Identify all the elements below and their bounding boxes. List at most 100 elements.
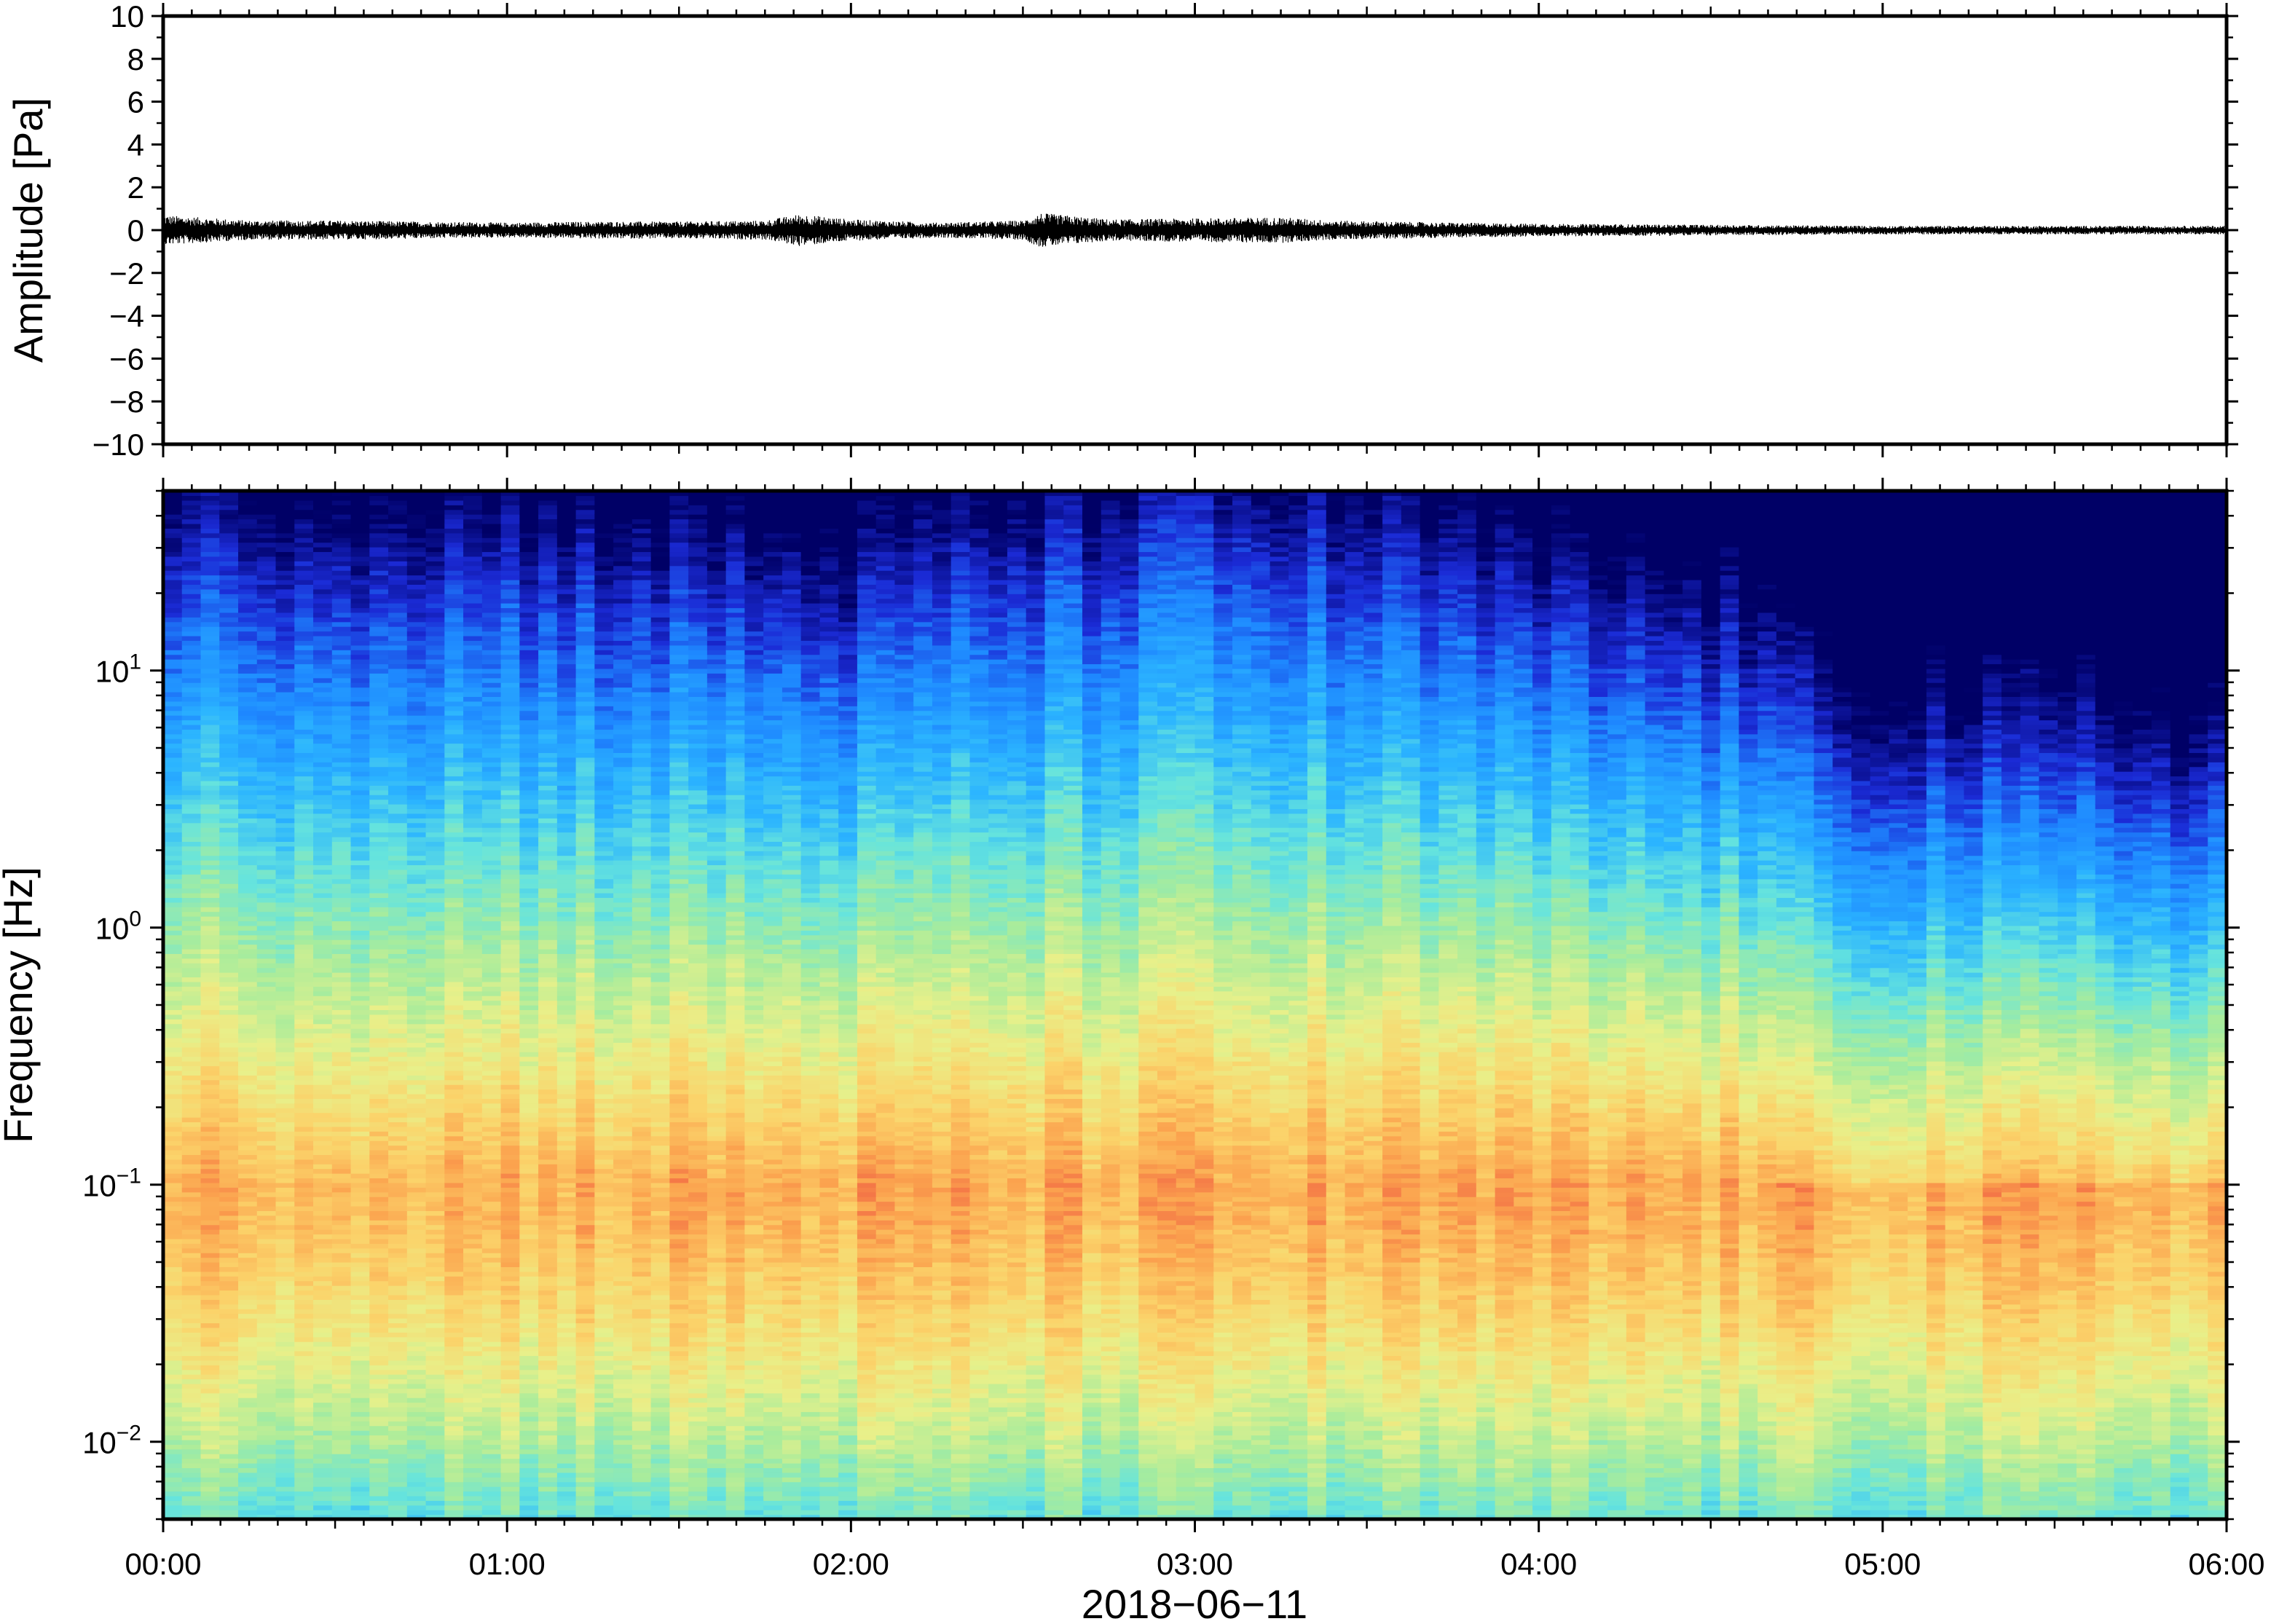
spectrogram-cell (332, 1140, 351, 1146)
spectrogram-cell (238, 1028, 257, 1033)
spectrogram-cell (294, 864, 313, 870)
spectrogram-cell (369, 771, 388, 776)
spectrogram-cell (276, 1084, 295, 1089)
spectrogram-cell (369, 939, 388, 945)
spectrogram-cell (407, 556, 426, 561)
spectrogram-cell (369, 1234, 388, 1239)
spectrogram-cell (313, 1206, 332, 1211)
spectrogram-cell (163, 1183, 182, 1188)
spectrogram-cell (557, 996, 576, 1001)
spectrogram-cell (519, 1150, 538, 1155)
spectrogram-cell (182, 958, 201, 963)
spectrogram-cell (426, 1225, 445, 1230)
spectrogram-cell (501, 659, 520, 664)
spectrogram-cell (219, 907, 238, 912)
spectrogram-cell (557, 744, 576, 749)
spectrogram-cell (426, 1146, 445, 1151)
spectrogram-cell (219, 832, 238, 837)
spectrogram-cell (519, 874, 538, 879)
spectrogram-cell (163, 1379, 182, 1384)
spectrogram-cell (369, 706, 388, 711)
spectrogram-cell (369, 1187, 388, 1192)
spectrogram-cell (407, 870, 426, 875)
spectrogram-cell (519, 636, 538, 641)
spectrogram-cell (332, 589, 351, 594)
spectrogram-cell (501, 1042, 520, 1047)
spectrogram-cell (238, 551, 257, 556)
spectrogram-cell (294, 776, 313, 781)
spectrogram-cell (201, 776, 220, 781)
spectrogram-cell (369, 729, 388, 734)
spectrogram-cell (501, 1276, 520, 1281)
spectrogram-cell (163, 813, 182, 819)
spectrogram-cell (482, 1454, 501, 1459)
spectrogram-cell (482, 1285, 501, 1290)
spectrogram-cell (201, 696, 220, 701)
spectrogram-cell (351, 663, 370, 669)
spectrogram-cell (426, 1328, 445, 1333)
spectrogram-cell (313, 800, 332, 805)
spectrogram-cell (294, 551, 313, 556)
spectrogram-cell (332, 1463, 351, 1468)
spectrogram-cell (219, 1505, 238, 1510)
spectrogram-cell (407, 982, 426, 987)
spectrogram-cell (351, 1239, 370, 1244)
spectrogram-cell (313, 594, 332, 599)
spectrogram-cell (426, 1365, 445, 1370)
spectrogram-cell (182, 1202, 201, 1207)
spectrogram-cell (369, 808, 388, 813)
spectrogram-cell (501, 1440, 520, 1445)
spectrogram-cell (219, 921, 238, 926)
spectrogram-cell (238, 1421, 257, 1426)
spectrogram-cell (201, 1426, 220, 1431)
spectrogram-cell (426, 1033, 445, 1038)
spectrogram-cell (538, 818, 557, 823)
spectrogram-cell (538, 1183, 557, 1188)
spectrogram-cell (276, 846, 295, 851)
spectrogram-cell (276, 1482, 295, 1487)
spectrogram-cell (201, 1164, 220, 1169)
spectrogram-cell (294, 1239, 313, 1244)
spectrogram-cell (444, 1154, 463, 1159)
spectrogram-cell (294, 1117, 313, 1122)
spectrogram-cell (238, 589, 257, 594)
spectrogram-cell (538, 1388, 557, 1393)
spectrogram-cell (201, 1360, 220, 1365)
spectrogram-cell (407, 1047, 426, 1052)
spectrogram-cell (519, 1065, 538, 1071)
spectrogram-cell (482, 607, 501, 612)
spectrogram-cell (426, 1332, 445, 1337)
spectrogram-cell (407, 687, 426, 693)
spectrogram-cell (538, 1057, 557, 1062)
spectrogram-cell (482, 1024, 501, 1029)
spectrogram-cell (332, 1281, 351, 1286)
spectrogram-cell (294, 897, 313, 902)
spectrogram-cell (426, 599, 445, 604)
spectrogram-cell (538, 734, 557, 739)
spectrogram-cell (294, 1113, 313, 1118)
spectrogram-cell (369, 1449, 388, 1454)
spectrogram-cell (369, 1426, 388, 1431)
spectrogram-cell (257, 1024, 276, 1029)
spectrogram-cell (201, 631, 220, 636)
spectrogram-cell (182, 808, 201, 813)
spectrogram-cell (351, 524, 370, 529)
spectrogram-cell (519, 650, 538, 655)
spectrogram-cell (501, 655, 520, 660)
spectrogram-cell (538, 584, 557, 589)
spectrogram-cell (407, 1084, 426, 1089)
spectrogram-cell (519, 510, 538, 515)
spectrogram-cell (407, 771, 426, 776)
spectrogram-cell (407, 1113, 426, 1118)
spectrogram-cell (444, 1473, 463, 1478)
spectrogram-cell (257, 645, 276, 650)
spectrogram-cell (238, 1295, 257, 1300)
spectrogram-cell (557, 1225, 576, 1230)
spectrogram-cell (426, 1416, 445, 1422)
spectrogram-cell (369, 617, 388, 622)
spectrogram-cell (257, 846, 276, 851)
spectrogram-cell (313, 1098, 332, 1103)
spectrogram-cell (332, 1164, 351, 1169)
spectrogram-cell (332, 939, 351, 945)
spectrogram-cell (257, 870, 276, 875)
